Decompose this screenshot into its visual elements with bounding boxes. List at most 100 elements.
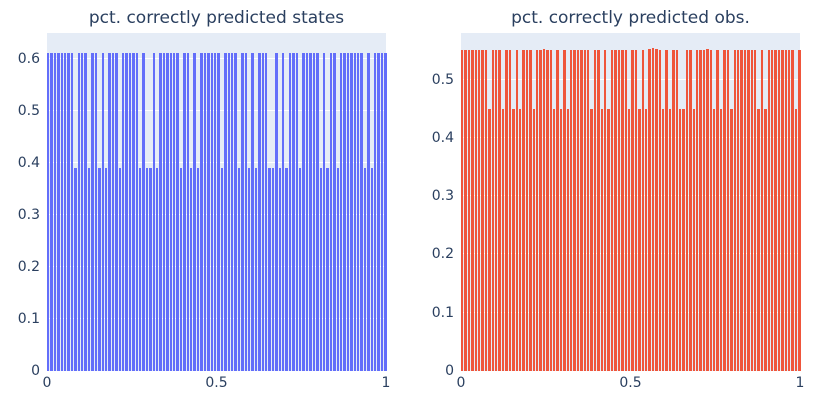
bar (179, 167, 183, 371)
bar (135, 53, 138, 371)
bar (535, 50, 539, 371)
bar (610, 50, 614, 371)
gridline (47, 57, 386, 59)
bar (464, 50, 467, 371)
bar (268, 167, 271, 371)
bar (501, 108, 505, 371)
bar (696, 50, 699, 371)
chart-title-states: pct. correctly predicted states (88, 8, 345, 28)
bar (651, 47, 655, 371)
bar (258, 53, 261, 371)
bar (713, 108, 716, 371)
bar (227, 53, 230, 371)
bar (566, 108, 569, 371)
bar (104, 167, 108, 371)
bar (668, 108, 672, 371)
bar (634, 50, 638, 371)
bar (57, 53, 60, 371)
y-tick-label: 0.4 (431, 129, 454, 146)
bar (316, 53, 319, 371)
y-tick-label: 0.3 (17, 206, 40, 223)
gridline (461, 311, 800, 313)
gridline (47, 265, 386, 267)
y-tick-label: 0.3 (431, 188, 454, 205)
bar (587, 50, 590, 371)
gridline (461, 136, 800, 138)
bar (70, 53, 74, 371)
bar (706, 49, 709, 371)
y-tick-label: 0.6 (17, 50, 40, 67)
bar (162, 53, 166, 371)
y-tick-label: 0 (445, 363, 454, 379)
bar (67, 53, 70, 371)
bar (305, 53, 309, 371)
bar (658, 50, 661, 371)
bar (302, 53, 305, 371)
bar (91, 53, 94, 371)
bar (145, 167, 149, 371)
bar (152, 53, 155, 371)
bar (241, 53, 244, 371)
gridline (47, 161, 386, 163)
y-tick-label: 0.1 (17, 310, 40, 327)
bar (138, 167, 142, 371)
bar (159, 53, 162, 371)
bar (360, 53, 363, 371)
bar (617, 50, 621, 371)
bar (542, 49, 546, 371)
bar (169, 53, 173, 371)
bar (726, 50, 730, 371)
bar (709, 50, 713, 371)
bar (576, 50, 580, 371)
bar (491, 50, 495, 371)
bar (292, 53, 295, 371)
bar (546, 50, 549, 371)
bar (624, 50, 627, 371)
bar (689, 50, 692, 371)
gridline (47, 109, 386, 111)
x-tick-label: 1 (381, 375, 391, 391)
bar (108, 53, 111, 371)
bar (484, 50, 488, 371)
bar (597, 50, 600, 371)
bar (750, 50, 753, 371)
bar (220, 167, 224, 371)
bar (638, 108, 641, 371)
bar (508, 50, 512, 371)
bar (675, 50, 678, 371)
bar (590, 108, 593, 371)
bar (593, 50, 597, 371)
bar (563, 50, 566, 371)
bar (374, 53, 377, 371)
bar (50, 53, 53, 371)
bar (193, 53, 196, 371)
bar (525, 50, 529, 371)
bar (488, 108, 491, 371)
bar (529, 50, 532, 371)
bar (121, 53, 125, 371)
bar (156, 167, 159, 371)
bar (791, 50, 794, 371)
bar (699, 50, 702, 371)
bar (322, 53, 326, 371)
plot-area-obs (461, 33, 801, 371)
bar (285, 167, 288, 371)
bar (217, 53, 220, 371)
bar (329, 53, 333, 371)
bar (353, 53, 356, 371)
bar (607, 108, 610, 371)
bar (275, 53, 278, 371)
bar (166, 53, 169, 371)
bar (672, 50, 675, 371)
bar (621, 50, 624, 371)
bar (685, 50, 689, 371)
bar (573, 50, 576, 371)
y-tick-label: 0.2 (17, 258, 40, 275)
bar (384, 53, 387, 371)
bar (498, 50, 501, 371)
y-tick-label: 0.4 (17, 154, 40, 171)
bar (682, 108, 685, 371)
bar (784, 50, 787, 371)
bar (247, 167, 251, 371)
